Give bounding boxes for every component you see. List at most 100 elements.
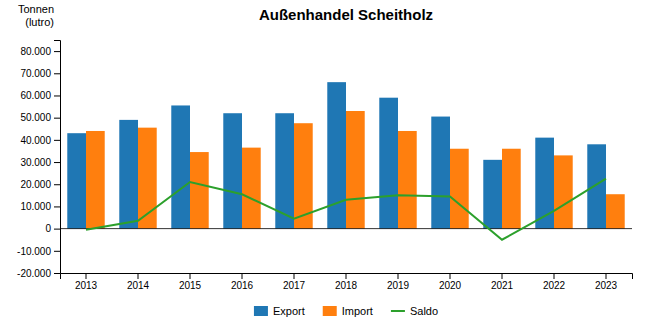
y-tick-label: 0 <box>45 223 51 234</box>
x-axis-line <box>61 274 633 280</box>
x-tick: 2020 <box>439 273 462 291</box>
x-tick-label: 2015 <box>179 280 202 291</box>
bar-series <box>86 111 625 229</box>
chart-title: Außenhandel Scheitholz <box>259 6 433 23</box>
y-tick: 40.000 <box>20 135 60 146</box>
x-tick-label: 2023 <box>595 280 618 291</box>
y-tick-mark <box>54 140 60 141</box>
bar <box>327 82 346 228</box>
y-axis-label-line: (lutro) <box>25 16 54 28</box>
bar <box>223 113 242 228</box>
y-tick-label: 30.000 <box>20 157 51 168</box>
bar <box>450 149 469 229</box>
legend-item: Import <box>323 305 373 317</box>
y-tick-mark <box>54 184 60 185</box>
bar <box>86 131 105 229</box>
y-tick: 70.000 <box>20 68 60 79</box>
y-tick: 0 <box>45 223 60 234</box>
y-tick-mark <box>54 206 60 207</box>
bar <box>346 111 365 229</box>
bar <box>431 117 450 229</box>
legend-swatch <box>254 306 268 316</box>
plot-area: -20.000 -10.000 0 10.000 20.000 30.000 40.000 5… <box>17 41 632 292</box>
y-tick-label: 60.000 <box>20 90 51 101</box>
y-tick-mark <box>54 162 60 163</box>
x-tick-label: 2019 <box>387 280 410 291</box>
y-tick: -10.000 <box>17 246 60 257</box>
x-tick: 2017 <box>283 273 306 291</box>
y-axis-line <box>54 41 61 274</box>
y-axis-label-line: Tonnen <box>18 3 54 15</box>
y-tick-label: 20.000 <box>20 179 51 190</box>
y-tick: 10.000 <box>20 201 60 212</box>
bar <box>398 131 417 229</box>
bar <box>190 152 209 229</box>
bar <box>171 105 190 228</box>
bar <box>242 148 261 229</box>
bar <box>554 155 573 228</box>
y-tick-label: -10.000 <box>17 246 51 257</box>
y-tick-label: -20.000 <box>17 268 51 279</box>
y-tick-label: 70.000 <box>20 68 51 79</box>
y-tick-mark <box>54 273 60 274</box>
y-tick-mark <box>54 73 60 74</box>
x-tick-mark <box>554 273 555 279</box>
y-tick: -20.000 <box>17 268 60 279</box>
bar <box>502 149 521 229</box>
x-tick-label: 2018 <box>335 280 358 291</box>
x-tick: 2014 <box>127 273 150 291</box>
chart: Außenhandel Scheitholz Tonnen(lutro) -20.0… <box>0 0 646 323</box>
x-tick: 2013 <box>75 273 98 291</box>
x-tick: 2015 <box>179 273 202 291</box>
legend: Export Import Saldo <box>254 305 438 317</box>
x-tick: 2022 <box>543 273 566 291</box>
marks <box>67 82 624 228</box>
bar <box>606 194 625 228</box>
y-axis: -20.000 -10.000 0 10.000 20.000 30.000 40.000 5… <box>17 41 60 279</box>
x-tick-mark <box>86 273 87 279</box>
x-tick: 2018 <box>335 273 358 291</box>
y-tick: 60.000 <box>20 90 60 101</box>
legend-item: Saldo <box>391 305 438 317</box>
legend-item: Export <box>254 305 305 317</box>
y-tick-mark <box>54 95 60 96</box>
y-tick: 50.000 <box>20 112 60 123</box>
y-tick: 80.000 <box>20 46 60 57</box>
y-tick-label: 50.000 <box>20 112 51 123</box>
x-tick-mark <box>190 273 191 279</box>
y-tick-label: 80.000 <box>20 46 51 57</box>
x-tick-mark <box>606 273 607 279</box>
legend-label: Export <box>273 305 305 317</box>
y-tick: 30.000 <box>20 157 60 168</box>
bar <box>119 120 138 229</box>
x-tick-mark <box>450 273 451 279</box>
x-tick-label: 2022 <box>543 280 566 291</box>
legend-swatch <box>323 306 337 316</box>
x-tick-label: 2014 <box>127 280 150 291</box>
y-tick-mark <box>54 51 60 52</box>
x-axis: 2013201420152016201720182019202020212022… <box>61 273 633 291</box>
bar <box>483 160 502 229</box>
y-tick-label: 40.000 <box>20 135 51 146</box>
x-tick-mark <box>242 273 243 279</box>
x-tick-mark <box>502 273 503 279</box>
y-tick-mark <box>54 251 60 252</box>
lines <box>86 179 606 240</box>
x-tick: 2019 <box>387 273 410 291</box>
x-tick-label: 2013 <box>75 280 98 291</box>
y-axis-label: Tonnen(lutro) <box>18 3 54 28</box>
legend-label: Saldo <box>410 305 438 317</box>
x-tick-mark <box>138 273 139 279</box>
bar-series <box>67 82 606 228</box>
x-tick-label: 2017 <box>283 280 306 291</box>
x-tick: 2023 <box>595 273 618 291</box>
x-tick-mark <box>398 273 399 279</box>
x-tick-label: 2021 <box>491 280 514 291</box>
zero-line <box>60 228 632 229</box>
y-tick-mark <box>54 229 60 230</box>
y-tick-mark <box>54 118 60 119</box>
legend-label: Import <box>342 305 373 317</box>
bar <box>67 133 86 228</box>
line <box>86 179 606 240</box>
x-tick: 2021 <box>491 273 514 291</box>
